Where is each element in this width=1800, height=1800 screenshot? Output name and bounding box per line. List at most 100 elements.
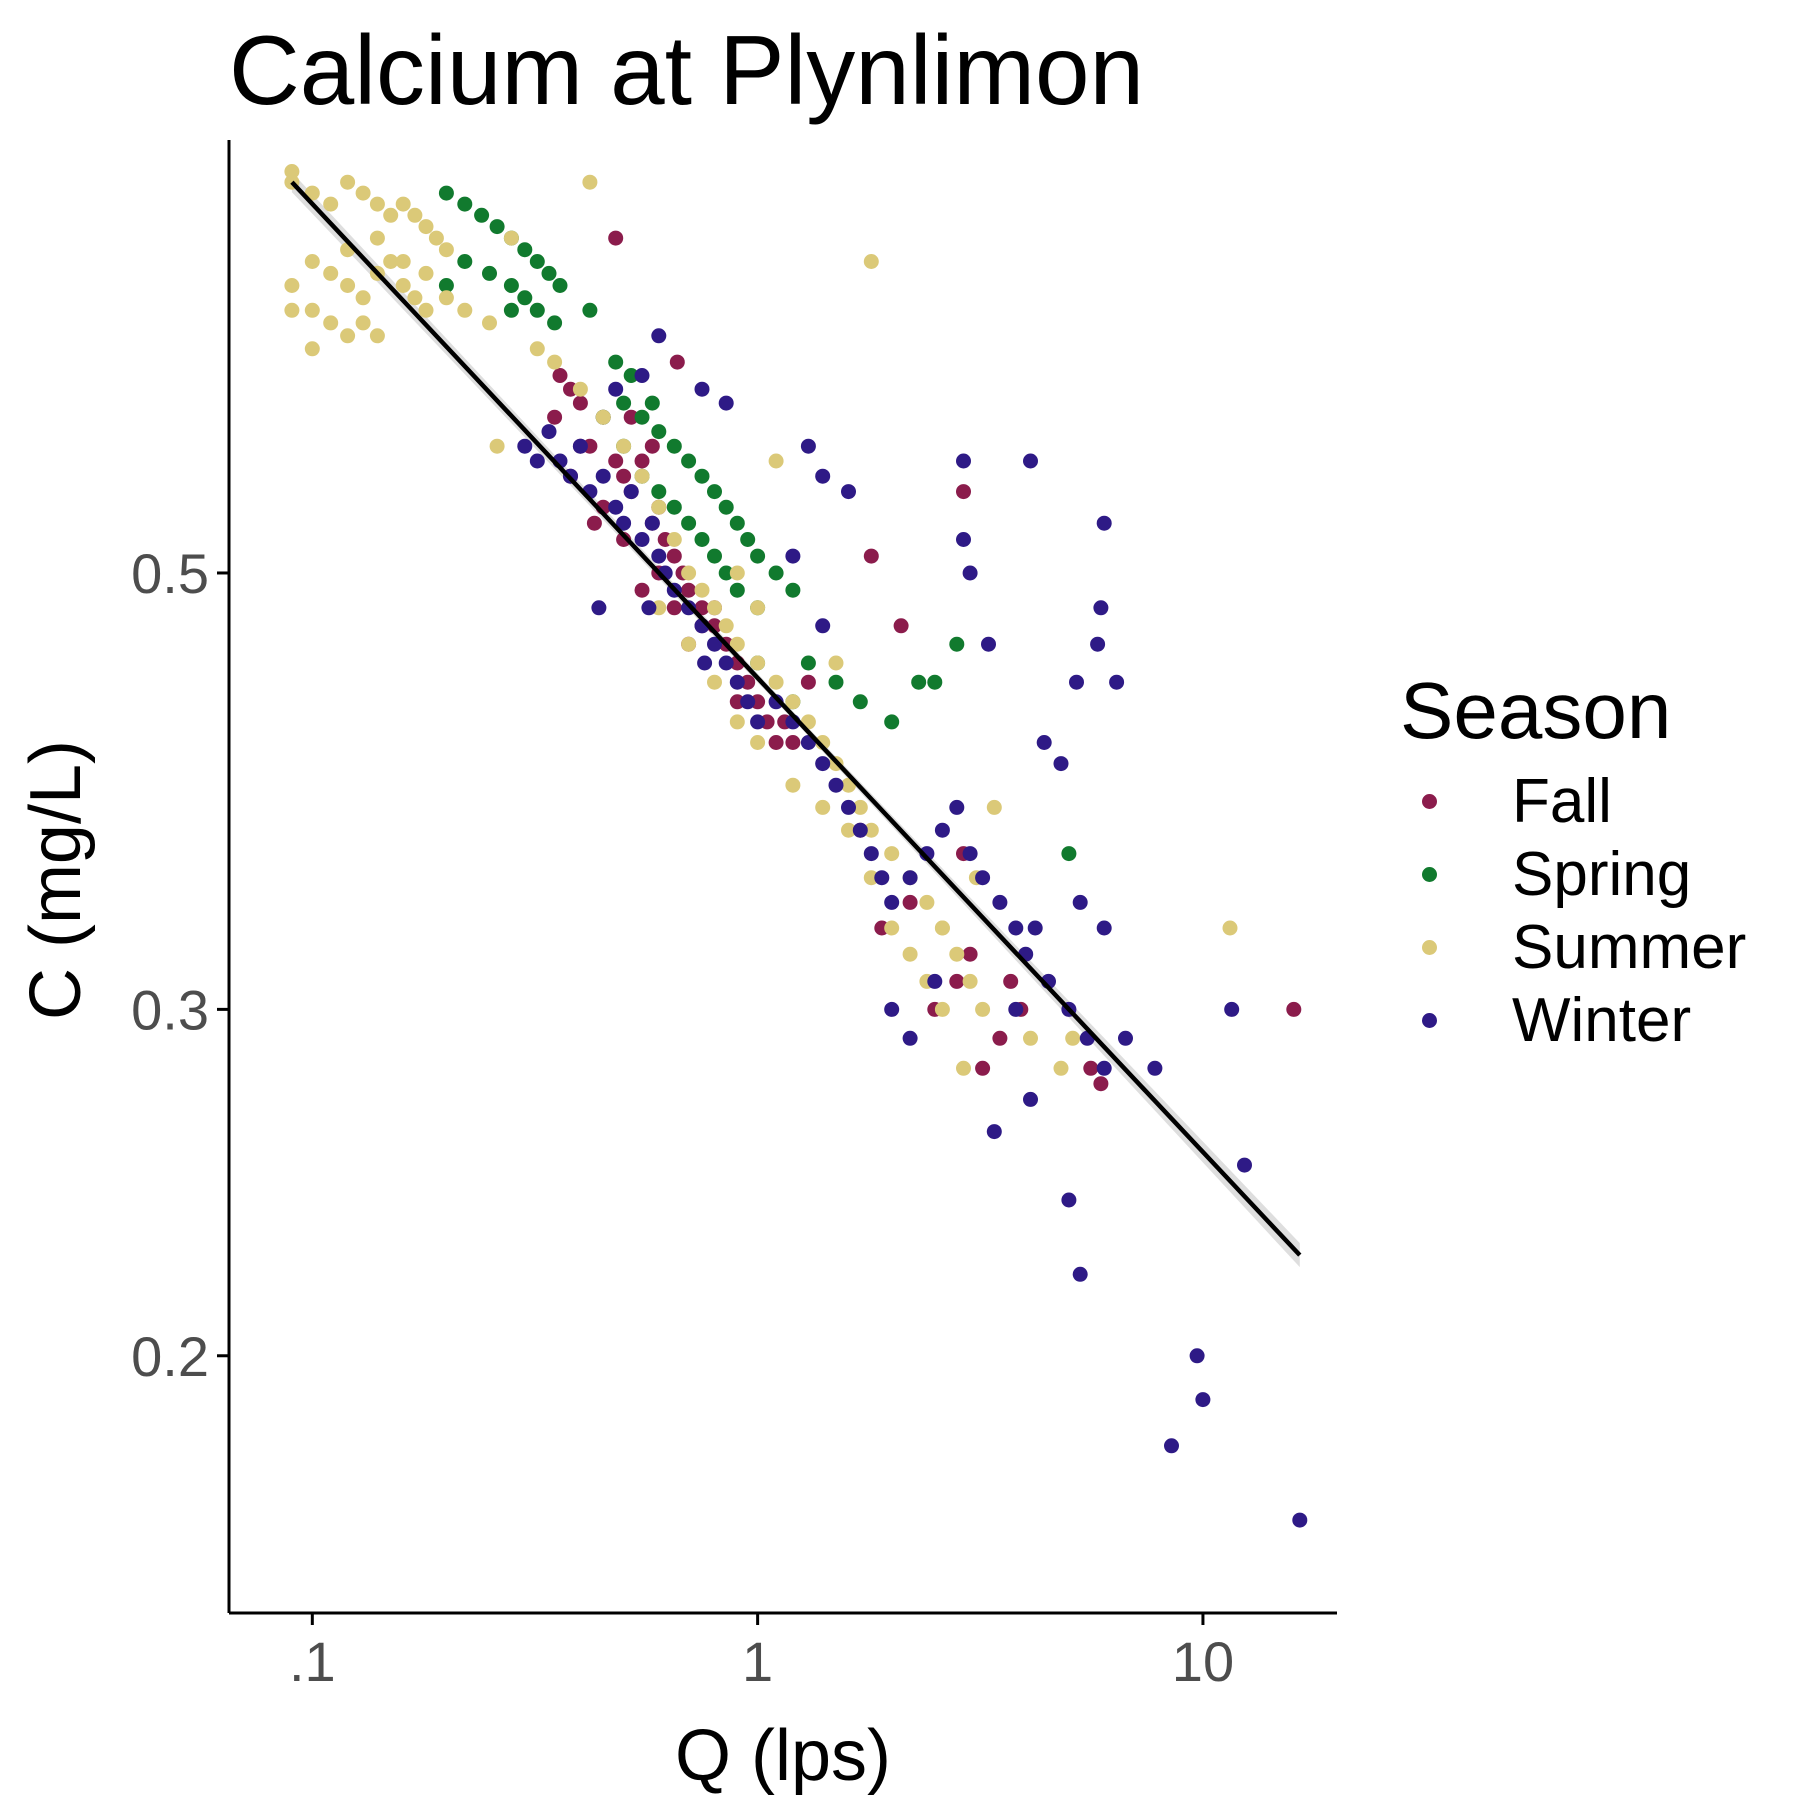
data-point-spring xyxy=(438,278,454,293)
data-point-summer xyxy=(582,174,598,190)
data-point-winter xyxy=(815,618,831,634)
legend-dot-icon xyxy=(1421,867,1437,882)
data-point-winter xyxy=(1008,920,1024,936)
data-point-spring xyxy=(541,265,557,281)
data-point-spring xyxy=(1061,846,1077,862)
y-tick-label: 0.5 xyxy=(131,542,209,605)
data-point-summer xyxy=(1023,1030,1038,1046)
data-point-spring xyxy=(729,515,745,531)
data-point-summer xyxy=(482,315,497,331)
data-point-summer xyxy=(572,381,588,397)
data-point-summer xyxy=(304,254,320,269)
data-point-winter xyxy=(1109,674,1125,690)
data-point-summer xyxy=(694,582,710,598)
data-point-winter xyxy=(956,453,971,469)
data-point-spring xyxy=(517,290,533,306)
data-point-winter xyxy=(852,822,868,838)
data-point-summer xyxy=(489,438,505,454)
data-point-summer xyxy=(815,799,831,815)
data-point-winter xyxy=(517,438,533,454)
data-point-fall xyxy=(623,409,639,425)
data-point-fall xyxy=(949,973,965,989)
legend-key-fall xyxy=(1400,794,1458,809)
data-point-summer xyxy=(785,694,801,710)
data-point-winter xyxy=(934,822,950,838)
data-point-summer xyxy=(340,278,356,293)
data-point-fall xyxy=(863,548,879,564)
data-point-winter xyxy=(707,636,722,652)
data-point-spring xyxy=(718,565,734,581)
data-point-winter xyxy=(975,870,991,886)
legend-dot-icon xyxy=(1421,794,1437,809)
data-point-spring xyxy=(582,302,598,318)
data-point-fall xyxy=(800,674,816,690)
x-tick-label: 1 xyxy=(742,1630,773,1693)
data-point-spring xyxy=(729,582,745,598)
legend: Season Fall Spring Summer Winter xyxy=(1400,665,1746,1057)
data-point-summer xyxy=(395,196,411,212)
data-point-spring xyxy=(503,278,519,293)
data-point-winter xyxy=(902,1030,918,1046)
data-point-winter xyxy=(884,894,900,910)
data-point-spring xyxy=(529,302,545,318)
data-point-spring xyxy=(949,636,965,652)
data-point-fall xyxy=(681,582,697,598)
legend-dot-icon xyxy=(1421,1013,1437,1028)
data-point-fall xyxy=(1093,1076,1109,1092)
data-point-fall xyxy=(893,618,909,634)
data-point-winter xyxy=(981,636,996,652)
data-point-fall xyxy=(1003,973,1019,989)
data-point-spring xyxy=(785,582,801,598)
data-point-winter xyxy=(729,674,745,690)
data-point-winter xyxy=(608,499,624,515)
legend-label-summer: Summer xyxy=(1512,913,1747,982)
data-point-fall xyxy=(666,548,682,564)
data-point-winter xyxy=(815,756,831,772)
data-point-fall xyxy=(992,1030,1008,1046)
data-point-spring xyxy=(651,424,667,440)
data-point-spring xyxy=(651,484,667,500)
data-point-winter xyxy=(927,973,943,989)
data-point-summer xyxy=(949,946,965,962)
data-point-summer xyxy=(547,354,563,370)
data-point-winter xyxy=(986,1124,1002,1140)
x-axis-title: Q (lps) xyxy=(675,1716,891,1796)
data-point-winter xyxy=(541,424,557,440)
data-point-summer xyxy=(934,920,950,936)
data-point-summer xyxy=(395,278,411,293)
data-point-summer xyxy=(438,242,454,258)
data-point-summer xyxy=(729,636,745,652)
data-point-winter xyxy=(718,655,734,671)
data-point-winter xyxy=(1096,515,1112,531)
data-point-spring xyxy=(694,468,710,484)
data-point-fall xyxy=(902,894,918,910)
data-point-summer xyxy=(707,600,722,616)
data-point-summer xyxy=(418,265,434,281)
data-point-summer xyxy=(407,207,423,223)
data-point-fall xyxy=(608,453,624,469)
data-point-winter xyxy=(815,468,831,484)
data-point-spring xyxy=(474,207,490,223)
data-point-summer xyxy=(863,870,879,886)
data-point-fall xyxy=(666,600,682,616)
data-point-winter xyxy=(750,714,766,730)
data-point-winter xyxy=(1237,1157,1252,1173)
data-point-fall xyxy=(975,1060,991,1076)
data-point-fall xyxy=(962,946,978,962)
data-point-fall xyxy=(634,453,650,469)
y-axis-title: C (mg/L) xyxy=(16,740,96,1020)
data-point-spring xyxy=(517,242,533,258)
data-point-spring xyxy=(644,395,660,411)
data-point-summer xyxy=(418,302,434,318)
data-point-summer xyxy=(1053,1060,1069,1076)
data-point-fall xyxy=(1286,1001,1302,1017)
x-ticks: .1 1 10 xyxy=(289,1613,1234,1693)
data-point-summer xyxy=(902,946,918,962)
data-point-winter xyxy=(1189,1348,1205,1364)
x-tick-label: .1 xyxy=(289,1630,336,1693)
data-point-summer xyxy=(828,655,844,671)
data-point-spring xyxy=(852,694,868,710)
data-point-winter xyxy=(1069,674,1084,690)
data-point-winter xyxy=(740,694,756,710)
data-point-spring xyxy=(457,196,473,212)
